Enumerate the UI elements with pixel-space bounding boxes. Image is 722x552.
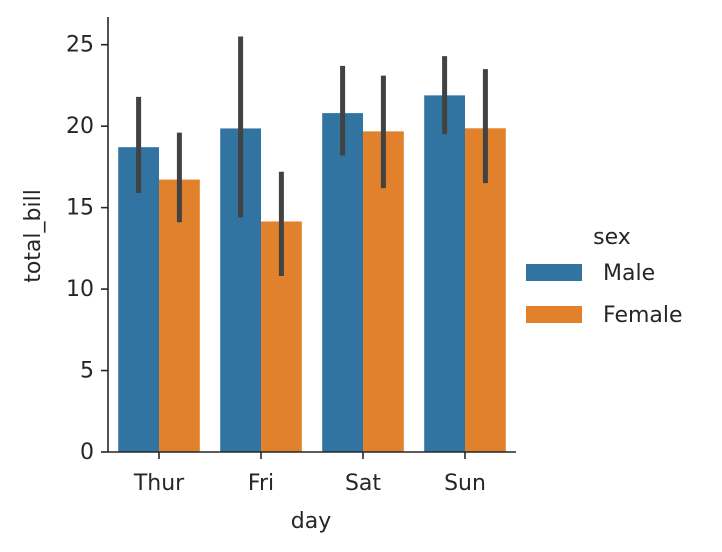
y-tick-label: 5	[80, 359, 94, 384]
y-tick-label: 10	[66, 277, 94, 302]
y-ticks-group: 0 5 10 15 20 25	[66, 33, 108, 465]
bar-male-sat	[322, 113, 363, 452]
x-tick-label: Thur	[133, 471, 185, 496]
x-tick-label: Fri	[248, 471, 274, 496]
y-tick-label: 20	[66, 114, 94, 139]
x-ticks-group: Thur Fri Sat Sun	[133, 452, 486, 496]
bar-female-thur	[159, 179, 200, 452]
y-tick-label: 25	[66, 33, 94, 58]
legend-title: sex	[593, 225, 631, 250]
y-axis-label: total_bill	[21, 189, 46, 283]
legend: sex Male Female	[526, 225, 683, 328]
legend-swatch-male	[526, 264, 582, 281]
legend-label-female: Female	[603, 303, 683, 328]
x-tick-label: Sat	[345, 471, 381, 496]
y-tick-label: 15	[66, 196, 94, 221]
bars-group	[118, 95, 506, 453]
legend-label-male: Male	[603, 261, 655, 286]
y-tick-label: 0	[80, 440, 94, 465]
legend-swatch-female	[526, 306, 582, 323]
x-axis-label: day	[291, 509, 331, 534]
error-bars-group	[136, 36, 488, 277]
bar-male-thur	[118, 147, 159, 452]
bar-male-sun	[424, 95, 465, 452]
x-tick-label: Sun	[444, 471, 486, 496]
